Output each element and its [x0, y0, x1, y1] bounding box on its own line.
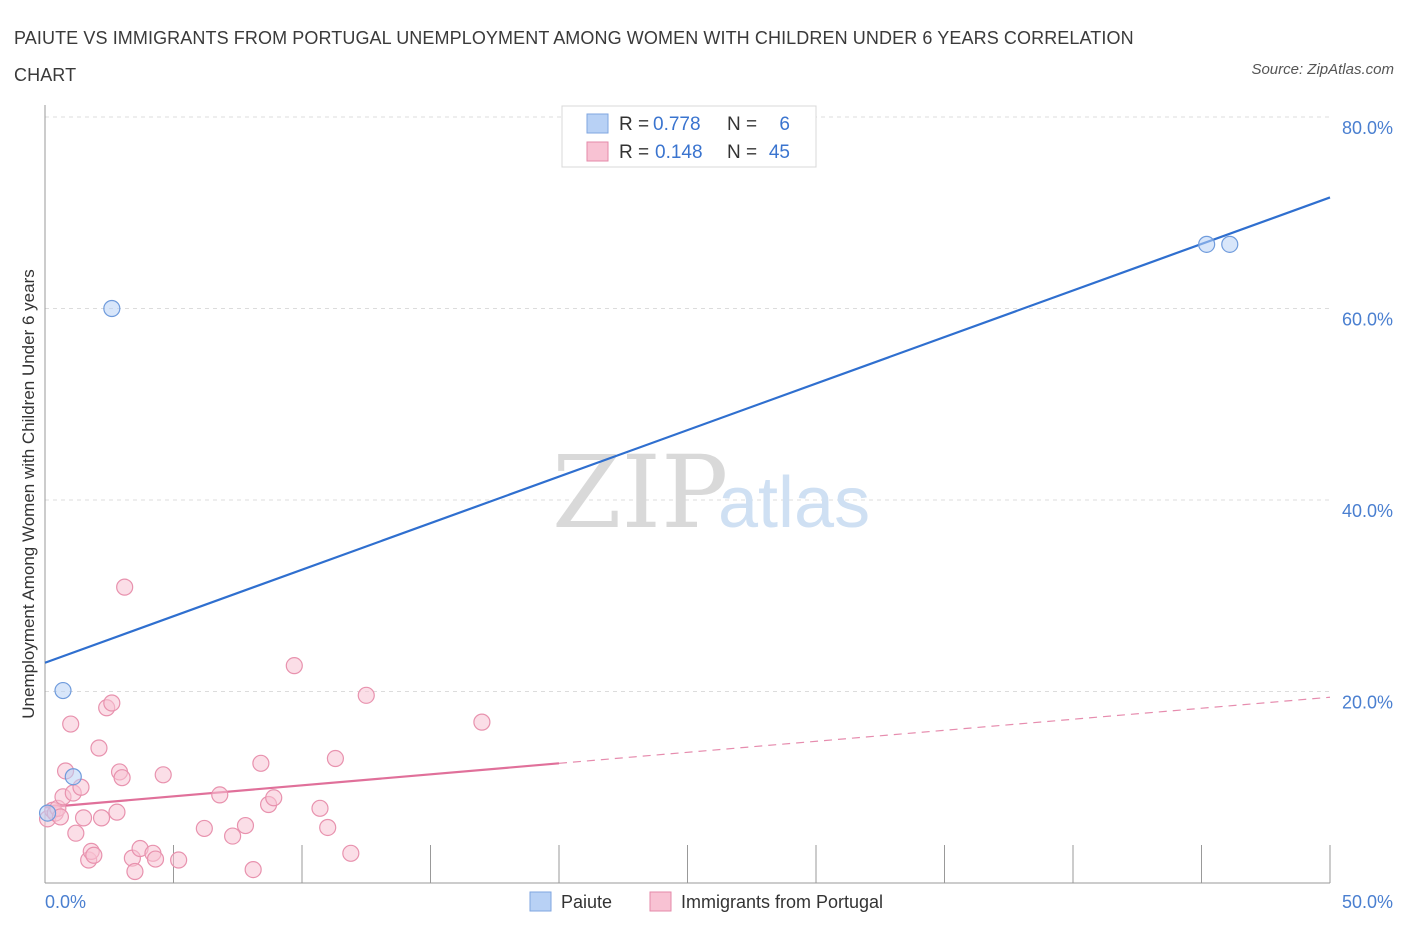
point-series1-7 — [62, 715, 80, 733]
legend-r-label-paiute: R = — [619, 114, 649, 135]
point-series1-21 — [113, 769, 131, 787]
bottom-legend-swatch-portugal — [649, 891, 672, 912]
point-series0-4 — [1198, 235, 1216, 253]
point-series1-37 — [265, 789, 283, 807]
point-series0-5 — [1221, 235, 1239, 253]
watermark-zip: ZIP — [552, 434, 728, 551]
trend-lines — [44, 196, 1331, 809]
gridlines — [45, 116, 1330, 692]
point-series0-1 — [103, 299, 121, 318]
legend-n-value-portugal: 45 — [769, 142, 790, 163]
legend-n-label-paiute: N = — [727, 114, 757, 135]
legend-box: R = 0.778 N = 6 R = 0.148 N = 45 — [561, 105, 817, 168]
point-series1-41 — [326, 749, 345, 768]
point-series1-29 — [170, 851, 188, 869]
bottom-legend-label-portugal: Immigrants from Portugal — [681, 892, 883, 912]
point-series1-31 — [211, 786, 229, 804]
y-axis-label: Unemployment Among Women with Children U… — [19, 269, 38, 718]
data-points — [38, 235, 1239, 881]
bottom-legend-label-paiute: Paiute — [561, 892, 612, 912]
chart-title: PAIUTE VS IMMIGRANTS FROM PORTUGAL UNEMP… — [14, 28, 1134, 85]
legend-swatch-paiute — [586, 113, 609, 134]
bottom-legend: Paiute Immigrants from Portugal — [529, 891, 883, 912]
point-series1-18 — [103, 694, 121, 712]
point-series1-33 — [236, 816, 255, 835]
bottom-legend-swatch-paiute — [529, 891, 552, 912]
y-tick-label-0: 20.0% — [1342, 693, 1393, 713]
watermark: ZIP atlas — [552, 434, 870, 551]
legend-r-value-portugal: 0.148 — [655, 142, 703, 163]
point-series1-22 — [116, 578, 134, 596]
point-series1-28 — [154, 766, 172, 784]
point-series1-32 — [224, 827, 242, 845]
point-series0-0 — [38, 804, 57, 822]
trend-line-dashed-1 — [558, 696, 1331, 764]
point-series1-44 — [473, 713, 491, 731]
point-series1-39 — [311, 799, 329, 817]
point-series1-16 — [92, 809, 111, 827]
y-tick-label-3: 80.0% — [1342, 118, 1393, 138]
legend-swatch-portugal — [586, 141, 609, 162]
point-series1-15 — [90, 739, 108, 757]
y-tick-label-2: 60.0% — [1342, 310, 1393, 330]
point-series1-40 — [319, 818, 337, 837]
legend-n-value-paiute: 6 — [779, 114, 790, 135]
x-tick-labels: 0.0% 50.0% — [45, 892, 1393, 912]
point-series1-34 — [244, 860, 262, 879]
y-tick-labels: 20.0% 40.0% 60.0% 80.0% — [1342, 118, 1393, 713]
y-tick-label-1: 40.0% — [1342, 501, 1393, 521]
point-series0-2 — [54, 681, 72, 700]
point-series1-43 — [357, 686, 375, 704]
point-series1-24 — [126, 862, 144, 881]
watermark-atlas: atlas — [718, 463, 870, 543]
point-series1-14 — [85, 846, 103, 864]
point-series1-35 — [252, 754, 270, 772]
legend-n-label-portugal: N = — [727, 142, 757, 163]
point-series1-9 — [67, 824, 85, 842]
trend-line-solid-1 — [44, 762, 560, 809]
point-series1-30 — [195, 819, 213, 838]
x-tick-label-1: 50.0% — [1342, 892, 1393, 912]
source-label: Source: ZipAtlas.com — [1251, 61, 1394, 78]
trend-line-0 — [44, 196, 1331, 664]
point-series1-19 — [108, 803, 126, 821]
point-series1-27 — [146, 850, 165, 868]
point-series1-42 — [342, 844, 360, 862]
point-series1-11 — [74, 809, 93, 827]
x-tick-label-0: 0.0% — [45, 892, 86, 912]
point-series1-38 — [285, 657, 303, 675]
point-series0-3 — [64, 768, 82, 786]
legend-r-value-paiute: 0.778 — [653, 114, 701, 135]
legend-r-label-portugal: R = — [619, 142, 649, 163]
